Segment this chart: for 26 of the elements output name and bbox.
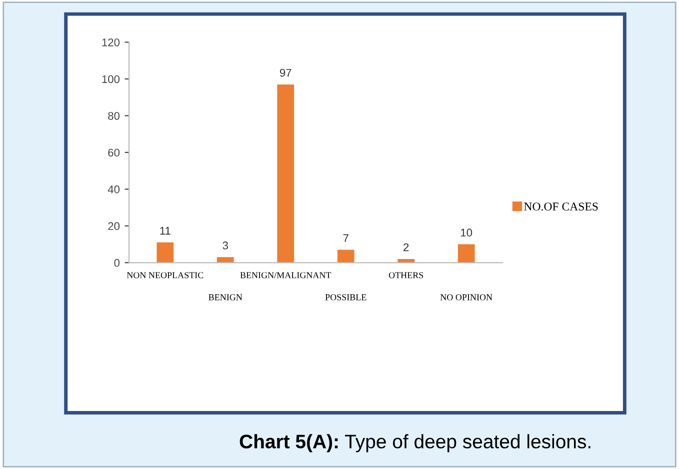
x-tick-label: BENIGN bbox=[208, 294, 242, 300]
bar bbox=[337, 250, 354, 263]
y-tick-label: 100 bbox=[102, 75, 120, 84]
x-tick-label: NO OPINION bbox=[440, 294, 492, 300]
y-tick-label: 80 bbox=[108, 112, 120, 120]
data-label: 7 bbox=[343, 234, 348, 242]
x-tick-label: BENIGN/MALIGNANT bbox=[240, 272, 332, 278]
text: Chart 5(A): Type of deep seated lesions. bbox=[240, 434, 590, 452]
y-tick-label: 20 bbox=[108, 222, 120, 230]
x-tick-label: POSSIBLE bbox=[325, 294, 366, 300]
bar bbox=[156, 242, 174, 263]
data-label: 3 bbox=[222, 242, 228, 250]
y-tick-label: 60 bbox=[108, 148, 120, 157]
y-tick-label: 40 bbox=[108, 185, 120, 194]
legend-label: NO.OF CASES bbox=[524, 202, 598, 211]
bar bbox=[277, 84, 294, 263]
data-label: 10 bbox=[460, 228, 472, 237]
bar bbox=[458, 244, 475, 263]
x-tick-label: OTHERS bbox=[388, 272, 424, 278]
data-label: 2 bbox=[404, 243, 409, 252]
data-label: 97 bbox=[280, 68, 292, 77]
bar bbox=[216, 257, 234, 263]
y-tick-label: 0 bbox=[114, 258, 120, 267]
y-tick-label: 120 bbox=[102, 38, 120, 46]
x-tick-label: NON NEOPLASTIC bbox=[126, 272, 204, 278]
data-label: 11 bbox=[160, 226, 170, 235]
